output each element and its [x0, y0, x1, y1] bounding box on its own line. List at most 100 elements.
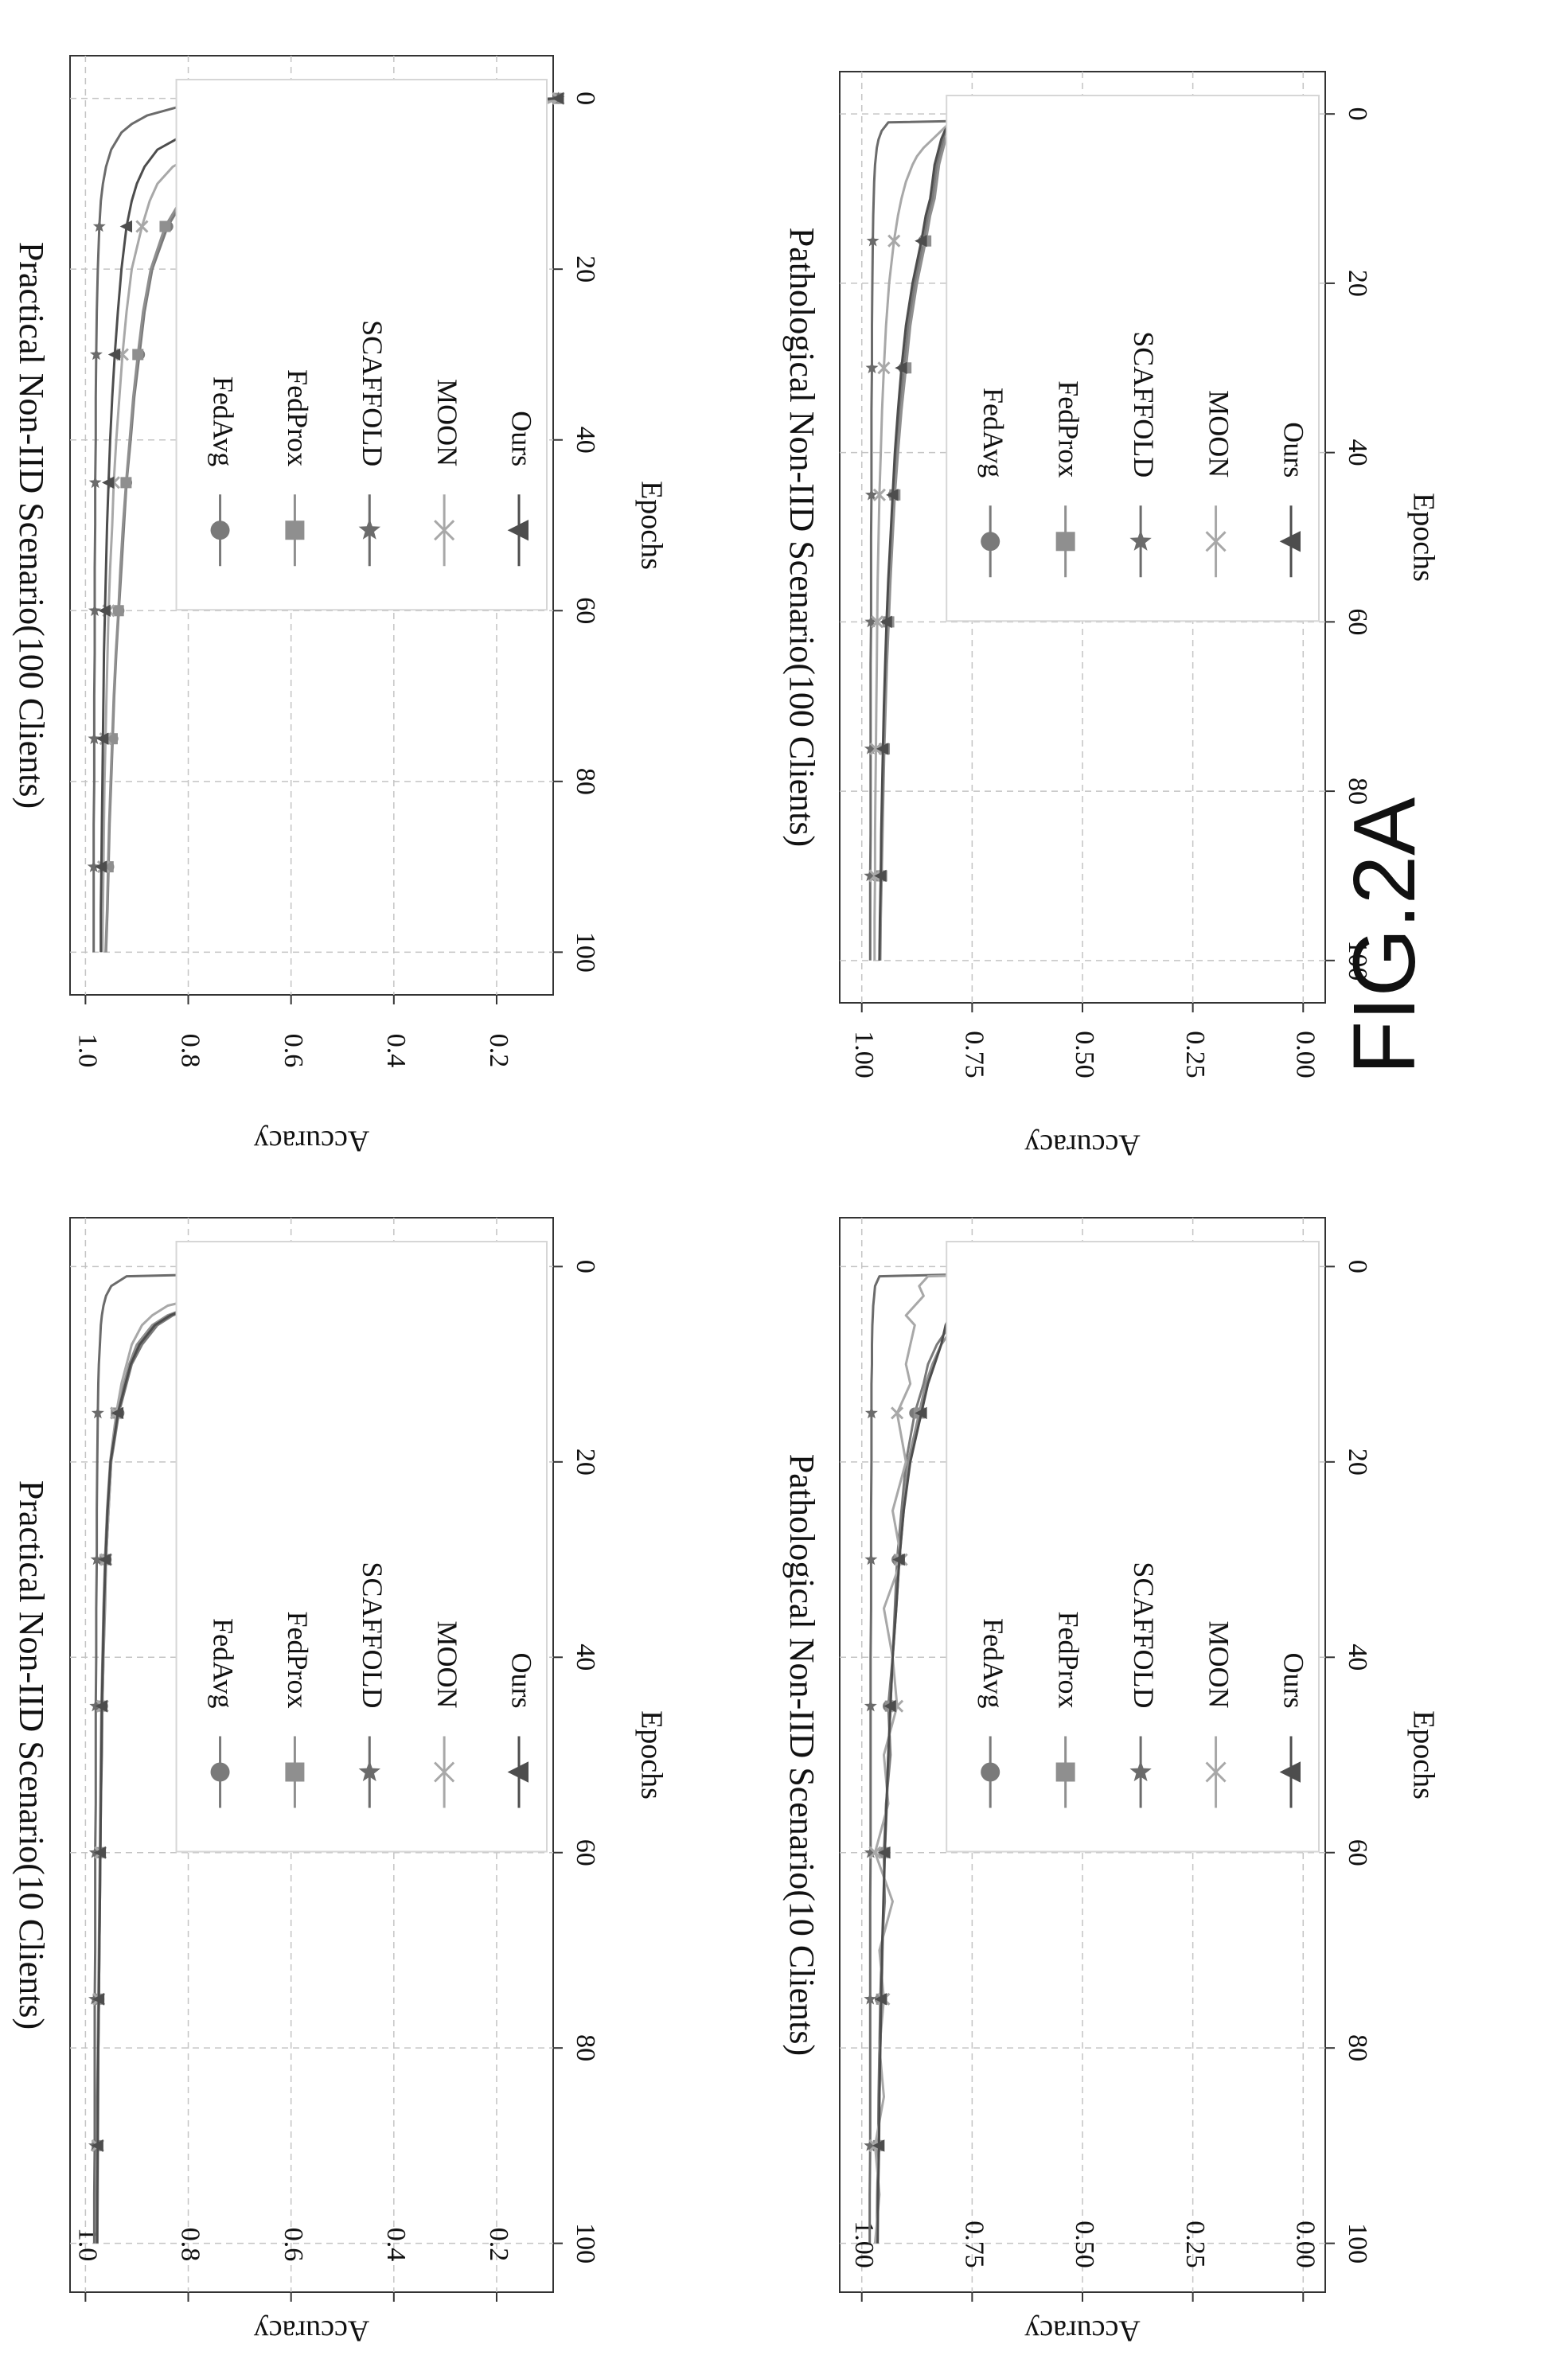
data-point-moon	[887, 234, 901, 248]
legend-label: MOON	[431, 379, 463, 466]
x-tick-label: 0	[1343, 1260, 1372, 1273]
data-point-moon	[877, 361, 891, 375]
figure-label: FIG.2A	[1336, 797, 1433, 1074]
series-line-fedprox	[879, 112, 1304, 961]
x-tick-label: 100	[571, 2223, 600, 2264]
legend-label: Ours	[1278, 422, 1310, 478]
data-point-ours	[878, 1846, 891, 1859]
x-tick-label: 40	[571, 1644, 600, 1671]
y-axis-label: Accuracy	[254, 1124, 370, 1157]
legend-marker-fedavg-icon	[981, 532, 1000, 552]
legend-label: FedProx	[1052, 380, 1084, 478]
y-tick-label: 0.6	[279, 1034, 308, 1068]
data-point-scaffold	[91, 1406, 104, 1419]
legend-marker-fedprox-icon	[1055, 532, 1075, 552]
chart-pathological-10: 0 20 40 60 80 100 0.00 0.25 0.50 0.75 1.00 Patholog…	[782, 1217, 1440, 2347]
data-point-ours	[94, 860, 107, 873]
data-point-ours	[874, 1993, 887, 2006]
data-point-moon	[872, 488, 886, 501]
data-point-ours	[95, 1699, 108, 1713]
chart-title: Pathological Non-IID Scenario(10 Clients…	[782, 1454, 821, 2056]
y-tick-label: 1.0	[73, 1034, 103, 1068]
legend-marker-moon-icon	[434, 520, 455, 541]
series-line-scaffold	[92, 97, 559, 953]
y-tick-label: 0.75	[960, 1031, 989, 1078]
data-point-fedprox	[159, 220, 171, 232]
legend-label: Ours	[1278, 1653, 1310, 1709]
legend-marker-ours-icon	[507, 520, 529, 541]
data-point-ours	[880, 615, 892, 629]
legend-marker-ours-icon	[1279, 531, 1301, 552]
data-point-scaffold	[864, 1846, 877, 1858]
legend-label: MOON	[1203, 1620, 1235, 1708]
data-point-moon	[135, 220, 149, 233]
y-tick-label: 0.8	[176, 1034, 205, 1068]
data-point-moon	[871, 615, 884, 629]
y-tick-label: 0.00	[1290, 1031, 1320, 1078]
data-point-ours	[915, 1406, 927, 1420]
x-tick-label: 40	[571, 427, 600, 454]
x-tick-label: 80	[571, 768, 600, 795]
data-point-ours	[111, 1406, 124, 1420]
data-point-ours	[886, 489, 899, 501]
x-tick-label: 80	[1343, 778, 1372, 805]
data-point-ours	[98, 604, 111, 617]
data-point-scaffold	[864, 1699, 877, 1712]
legend-label: SCAFFOLD	[357, 1562, 388, 1708]
data-point-scaffold	[92, 220, 106, 232]
chart-title: Practical Non-IID Scenario(10 Clients)	[12, 1480, 51, 2030]
data-point-fedprox	[120, 477, 132, 489]
data-point-scaffold	[864, 488, 878, 501]
y-tick-label: 0.6	[279, 2228, 308, 2262]
data-point-moon	[891, 1406, 904, 1420]
data-point-fedprox	[132, 349, 144, 361]
x-axis-label: Epochs	[634, 1710, 668, 1800]
y-tick-label: 1.00	[849, 2221, 879, 2268]
x-axis-label: Epochs	[1406, 493, 1440, 582]
x-tick-label: 60	[571, 597, 600, 624]
data-point-ours	[119, 220, 133, 233]
legend-label: Ours	[506, 1653, 538, 1709]
chart-practical-100: 0 20 40 60 80 100 0.2 0.4 0.6 0.8 1.0 Practical Non…	[12, 55, 668, 1157]
data-point-ours	[915, 235, 927, 248]
series-line-ours	[878, 112, 1304, 961]
legend-marker-scaffold-icon	[358, 518, 380, 540]
x-tick-label: 0	[571, 1260, 600, 1273]
data-point-scaffold	[864, 742, 877, 755]
x-tick-label: 100	[571, 932, 600, 973]
legend-marker-moon-icon	[1205, 1761, 1227, 1783]
data-point-ours	[92, 1993, 105, 2006]
data-point-ours	[872, 2139, 885, 2152]
legend-label: FedAvg	[207, 1618, 239, 1708]
legend-marker-ours-icon	[507, 1761, 529, 1783]
legend-box	[946, 95, 1320, 622]
data-point-ours	[895, 361, 907, 374]
y-axis-label: Accuracy	[254, 2314, 370, 2347]
x-tick-label: 80	[571, 2034, 600, 2061]
data-point-ours	[96, 732, 109, 745]
data-point-scaffold	[865, 361, 879, 374]
x-tick-label: 40	[1343, 439, 1372, 466]
legend-box	[175, 1241, 548, 1853]
data-point-ours	[552, 92, 564, 105]
legend-label: FedAvg	[977, 388, 1009, 478]
legend-marker-scaffold-icon	[1129, 1761, 1152, 1782]
x-tick-label: 20	[571, 1449, 600, 1476]
x-tick-label: 0	[571, 92, 600, 105]
legend-label: MOON	[431, 1620, 463, 1708]
data-point-scaffold	[864, 1553, 878, 1566]
data-point-ours	[91, 2139, 103, 2152]
data-point-scaffold	[864, 1406, 878, 1419]
x-axis-label: Epochs	[634, 481, 668, 570]
legend-label: FedProx	[282, 369, 314, 466]
legend-label: FedAvg	[207, 376, 239, 466]
data-point-scaffold	[864, 869, 877, 882]
legend-marker-moon-icon	[1205, 531, 1227, 552]
data-point-ours	[883, 1699, 896, 1713]
legend-marker-fedavg-icon	[210, 1762, 230, 1782]
legend-label: MOON	[1203, 390, 1235, 478]
data-point-scaffold	[89, 1699, 103, 1712]
chart-title: Practical Non-IID Scenario(100 Clients)	[12, 242, 51, 809]
